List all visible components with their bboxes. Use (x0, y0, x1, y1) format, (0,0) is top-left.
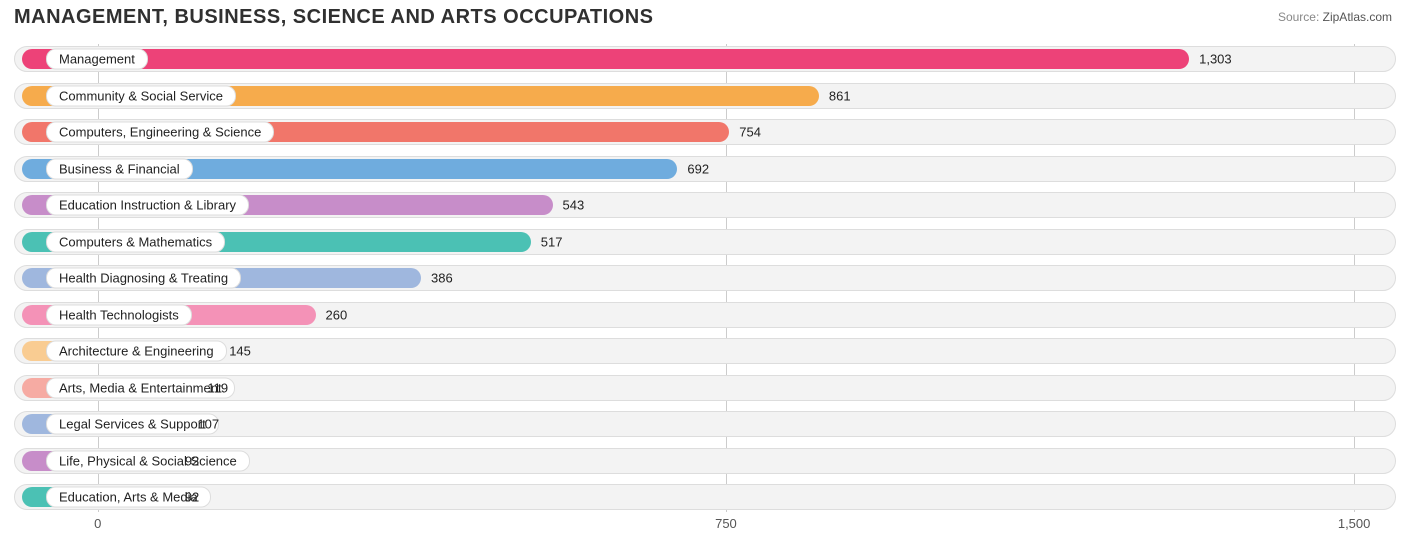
source-attribution: Source: ZipAtlas.com (1278, 10, 1392, 24)
bar-label: Arts, Media & Entertainment (46, 377, 235, 398)
bar-value: 92 (185, 490, 199, 505)
bar-row: Life, Physical & Social Science92 (14, 446, 1396, 476)
bar-row: Health Diagnosing & Treating 386 (14, 263, 1396, 293)
bar-label: Health Diagnosing & Treating (46, 268, 241, 289)
bar-label: Health Technologists (46, 304, 192, 325)
bar-row: Computers, Engineering & Science 754 (14, 117, 1396, 147)
x-axis-labels: 0 750 1,500 (14, 514, 1396, 534)
bar-value: 861 (829, 88, 851, 103)
bars-group: Management 1,303 Community & Social Servic… (14, 44, 1396, 512)
bar-value: 386 (431, 271, 453, 286)
x-axis-tick-label: 750 (715, 516, 737, 531)
x-axis-tick-label: 1,500 (1338, 516, 1371, 531)
bar-label: Computers & Mathematics (46, 231, 225, 252)
bar-track (14, 484, 1396, 510)
bar-row: Business & Financial 692 (14, 154, 1396, 184)
bar-fill (22, 49, 1189, 69)
bar-row: Management 1,303 (14, 44, 1396, 74)
bar-value: 543 (563, 198, 585, 213)
bar-value: 119 (207, 380, 228, 395)
bar-value: 92 (185, 453, 199, 468)
bar-value: 107 (197, 417, 219, 432)
bar-row: Architecture & Engineering145 (14, 336, 1396, 366)
source-name: ZipAtlas.com (1323, 10, 1392, 24)
chart-title: MANAGEMENT, BUSINESS, SCIENCE AND ARTS O… (14, 6, 653, 29)
bar-row: Legal Services & Support107 (14, 409, 1396, 439)
bar-label: Management (46, 49, 148, 70)
bar-row: Health Technologists 260 (14, 300, 1396, 330)
bar-row: Computers & Mathematics 517 (14, 227, 1396, 257)
bar-row: Community & Social Service 861 (14, 81, 1396, 111)
bar-value: 1,303 (1199, 52, 1232, 67)
bar-row: Education, Arts & Media92 (14, 482, 1396, 512)
bar-track (14, 411, 1396, 437)
bar-label: Community & Social Service (46, 85, 236, 106)
source-label: Source: (1278, 10, 1319, 24)
bar-label: Architecture & Engineering (46, 341, 227, 362)
bar-row: Education Instruction & Library 543 (14, 190, 1396, 220)
bar-row: Arts, Media & Entertainment119 (14, 373, 1396, 403)
bar-label: Business & Financial (46, 158, 193, 179)
chart-container: MANAGEMENT, BUSINESS, SCIENCE AND ARTS O… (0, 0, 1406, 558)
bar-label: Life, Physical & Social Science (46, 450, 250, 471)
bar-label: Computers, Engineering & Science (46, 122, 274, 143)
bar-value: 145 (229, 344, 251, 359)
bar-value: 692 (687, 161, 709, 176)
bar-label: Legal Services & Support (46, 414, 219, 435)
bar-value: 754 (739, 125, 761, 140)
bar-value: 517 (541, 234, 563, 249)
bar-label: Education Instruction & Library (46, 195, 249, 216)
chart-area: Management 1,303 Community & Social Servic… (14, 44, 1396, 534)
bar-value: 260 (326, 307, 348, 322)
x-axis-tick-label: 0 (94, 516, 101, 531)
